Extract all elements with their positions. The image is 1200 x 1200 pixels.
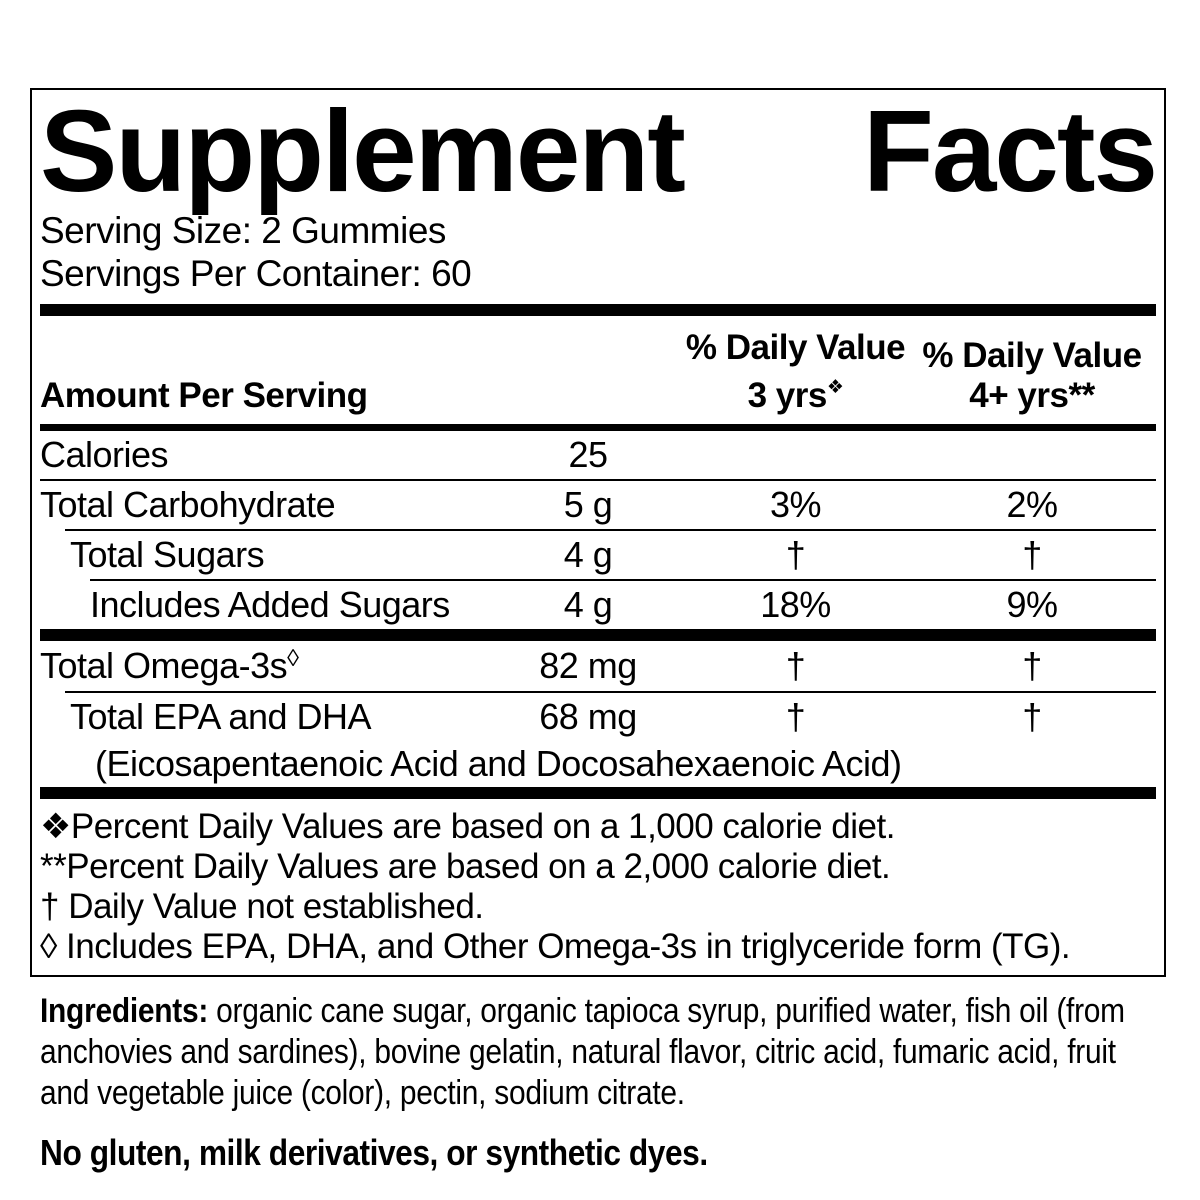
nutrient-name: Total Omega-3s◊ (40, 644, 299, 686)
header-divider (40, 423, 1156, 431)
nutrient-dv-3yrs: † (785, 695, 806, 737)
column-header-daily-value-3yrs: % Daily Value 3 yrs❖ (683, 328, 908, 416)
ingredients-list: organic cane sugar, organic tapioca syru… (40, 991, 1125, 1112)
nutrient-amount: 25 (568, 433, 608, 475)
nutrient-name: Total EPA and DHA (70, 695, 372, 737)
footnote-1000-calorie: ❖Percent Daily Values are based on a 1,0… (40, 806, 895, 846)
footnote-daily-value: † Daily Value not established. (40, 886, 484, 926)
hairline-divider (40, 478, 1156, 481)
thick-divider-mid (40, 628, 1156, 641)
footnote-2000-calorie: **Percent Daily Values are based on a 2,… (40, 846, 891, 886)
nutrient-name: Total Sugars (70, 533, 265, 575)
nutrient-amount: 5 g (563, 483, 613, 525)
nutrient-row-total-carbohydrate: Total Carbohydrate 5 g 3% 2% (40, 481, 1156, 529)
nutrient-dv-3yrs: † (785, 533, 806, 575)
thick-divider-bottom (40, 786, 1156, 799)
column-header-daily-value-4plus: % Daily Value 4+ yrs** (908, 336, 1156, 416)
nutrient-dv-4plus: 9% (1006, 583, 1058, 625)
clover-symbol: ❖ (826, 376, 844, 398)
nutrient-name: Includes Added Sugars (90, 583, 450, 625)
thick-divider-top (40, 303, 1156, 316)
nutrient-row-total-sugars: Total Sugars 4 g † † (40, 531, 1156, 579)
nutrient-dv-3yrs: 18% (760, 583, 831, 625)
ingredients-paragraph: Ingredients: organic cane sugar, organic… (40, 991, 1166, 1114)
nutrient-amount: 68 mg (539, 695, 637, 737)
footnotes-block: ❖Percent Daily Values are based on a 1,0… (40, 807, 1156, 967)
nutrient-name: Calories (40, 433, 169, 475)
nutrient-amount: 4 g (563, 583, 613, 625)
nutrient-dv-3yrs: † (785, 644, 806, 686)
lozenge-symbol: ◊ (287, 644, 299, 672)
dv3-header-line2: 3 yrs (747, 375, 828, 415)
hairline-divider (65, 690, 1156, 693)
nutrient-name: Total Carbohydrate (40, 483, 336, 525)
hairline-divider (65, 528, 1156, 531)
below-panel-text: Ingredients: organic cane sugar, organic… (40, 991, 1166, 1174)
nutrient-dv-4plus: † (1022, 695, 1042, 737)
table-header-row: Amount Per Serving % Daily Value 3 yrs❖ … (40, 316, 1156, 424)
panel-title: Supplement Facts (40, 86, 1158, 216)
nutrient-subtext-epa-dha: (Eicosapentaenoic Acid and Docosahexaeno… (95, 742, 902, 784)
nutrient-row-epa-dha: Total EPA and DHA 68 mg † † (40, 693, 1156, 741)
nutrient-dv-4plus: † (1022, 644, 1042, 686)
supplement-facts-panel: Supplement Facts Serving Size: 2 Gummies… (30, 88, 1166, 977)
dv3-header-line1: % Daily Value (685, 327, 906, 367)
nutrient-row-total-omega3s: Total Omega-3s◊ 82 mg † † (40, 641, 1156, 691)
ingredients-label: Ingredients: (40, 991, 209, 1030)
nutrient-row-added-sugars: Includes Added Sugars 4 g 18% 9% (40, 581, 1156, 629)
dv4-header-line2: 4+ yrs** (969, 375, 1095, 415)
nutrient-amount: 82 mg (539, 644, 637, 686)
allergen-statement: No gluten, milk derivatives, or syntheti… (40, 1131, 708, 1173)
footnote-omega3-forms: ◊ Includes EPA, DHA, and Other Omega-3s … (40, 926, 1071, 966)
dv4-header-line1: % Daily Value (922, 335, 1142, 375)
servings-per-container: Servings Per Container: 60 (40, 252, 472, 294)
nutrient-dv-4plus: † (1022, 533, 1042, 575)
serving-size: Serving Size: 2 Gummies (40, 209, 446, 251)
nutrient-row-calories: Calories 25 (40, 431, 1156, 479)
nutrient-amount: 4 g (563, 533, 613, 575)
column-header-amount-per-serving: Amount Per Serving (40, 375, 368, 415)
hairline-divider (90, 578, 1156, 581)
nutrient-dv-4plus: 2% (1006, 483, 1058, 525)
nutrient-dv-3yrs: 3% (769, 483, 822, 525)
